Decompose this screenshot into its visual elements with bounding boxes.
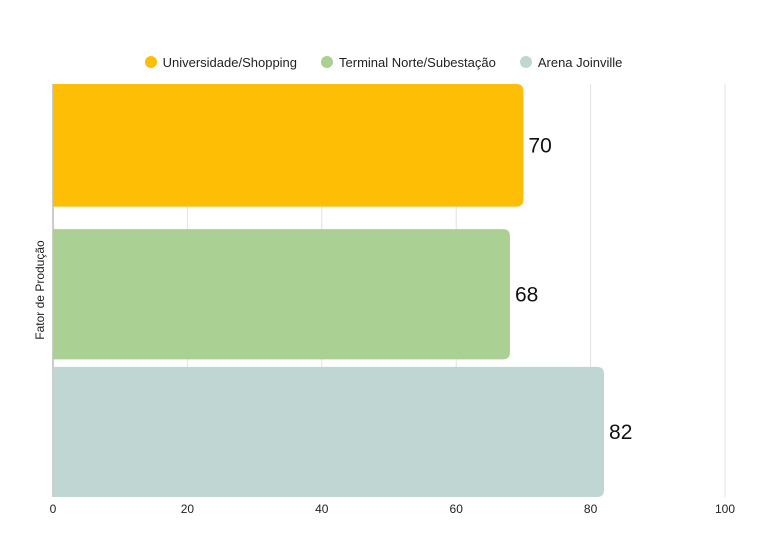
x-tick-label: 100 xyxy=(715,502,735,516)
bar-value-label: 70 xyxy=(528,134,551,157)
legend-item-terminal-norte[interactable]: Terminal Norte/Subestação xyxy=(321,53,496,71)
legend: Universidade/Shopping Terminal Norte/Sub… xyxy=(0,53,767,71)
y-axis-title: Fator de Produção xyxy=(33,240,47,340)
x-axis-ticks: 0 20 40 60 80 100 xyxy=(50,502,736,516)
bar-0[interactable] xyxy=(53,84,524,207)
legend-label: Arena Joinville xyxy=(537,54,623,70)
legend-swatch xyxy=(519,56,532,68)
legend-item-arena-joinville[interactable]: Arena Joinville xyxy=(519,53,623,71)
bar-value-label: 68 xyxy=(515,283,538,306)
bar-value-label: 82 xyxy=(609,421,632,444)
bars: 70 68 82 xyxy=(53,84,632,497)
bar-2[interactable] xyxy=(53,366,605,497)
legend-swatch xyxy=(321,56,334,68)
legend-label: Universidade/Shopping xyxy=(162,54,298,70)
legend-swatch xyxy=(144,56,157,68)
bar-1[interactable] xyxy=(53,229,510,360)
x-tick-label: 80 xyxy=(584,502,598,516)
x-tick-label: 0 xyxy=(50,502,57,516)
legend-item-universidade[interactable]: Universidade/Shopping xyxy=(144,53,298,71)
x-tick-label: 40 xyxy=(315,502,329,516)
legend-label: Terminal Norte/Subestação xyxy=(339,54,496,70)
x-tick-label: 20 xyxy=(181,502,195,516)
x-tick-label: 60 xyxy=(450,502,464,516)
